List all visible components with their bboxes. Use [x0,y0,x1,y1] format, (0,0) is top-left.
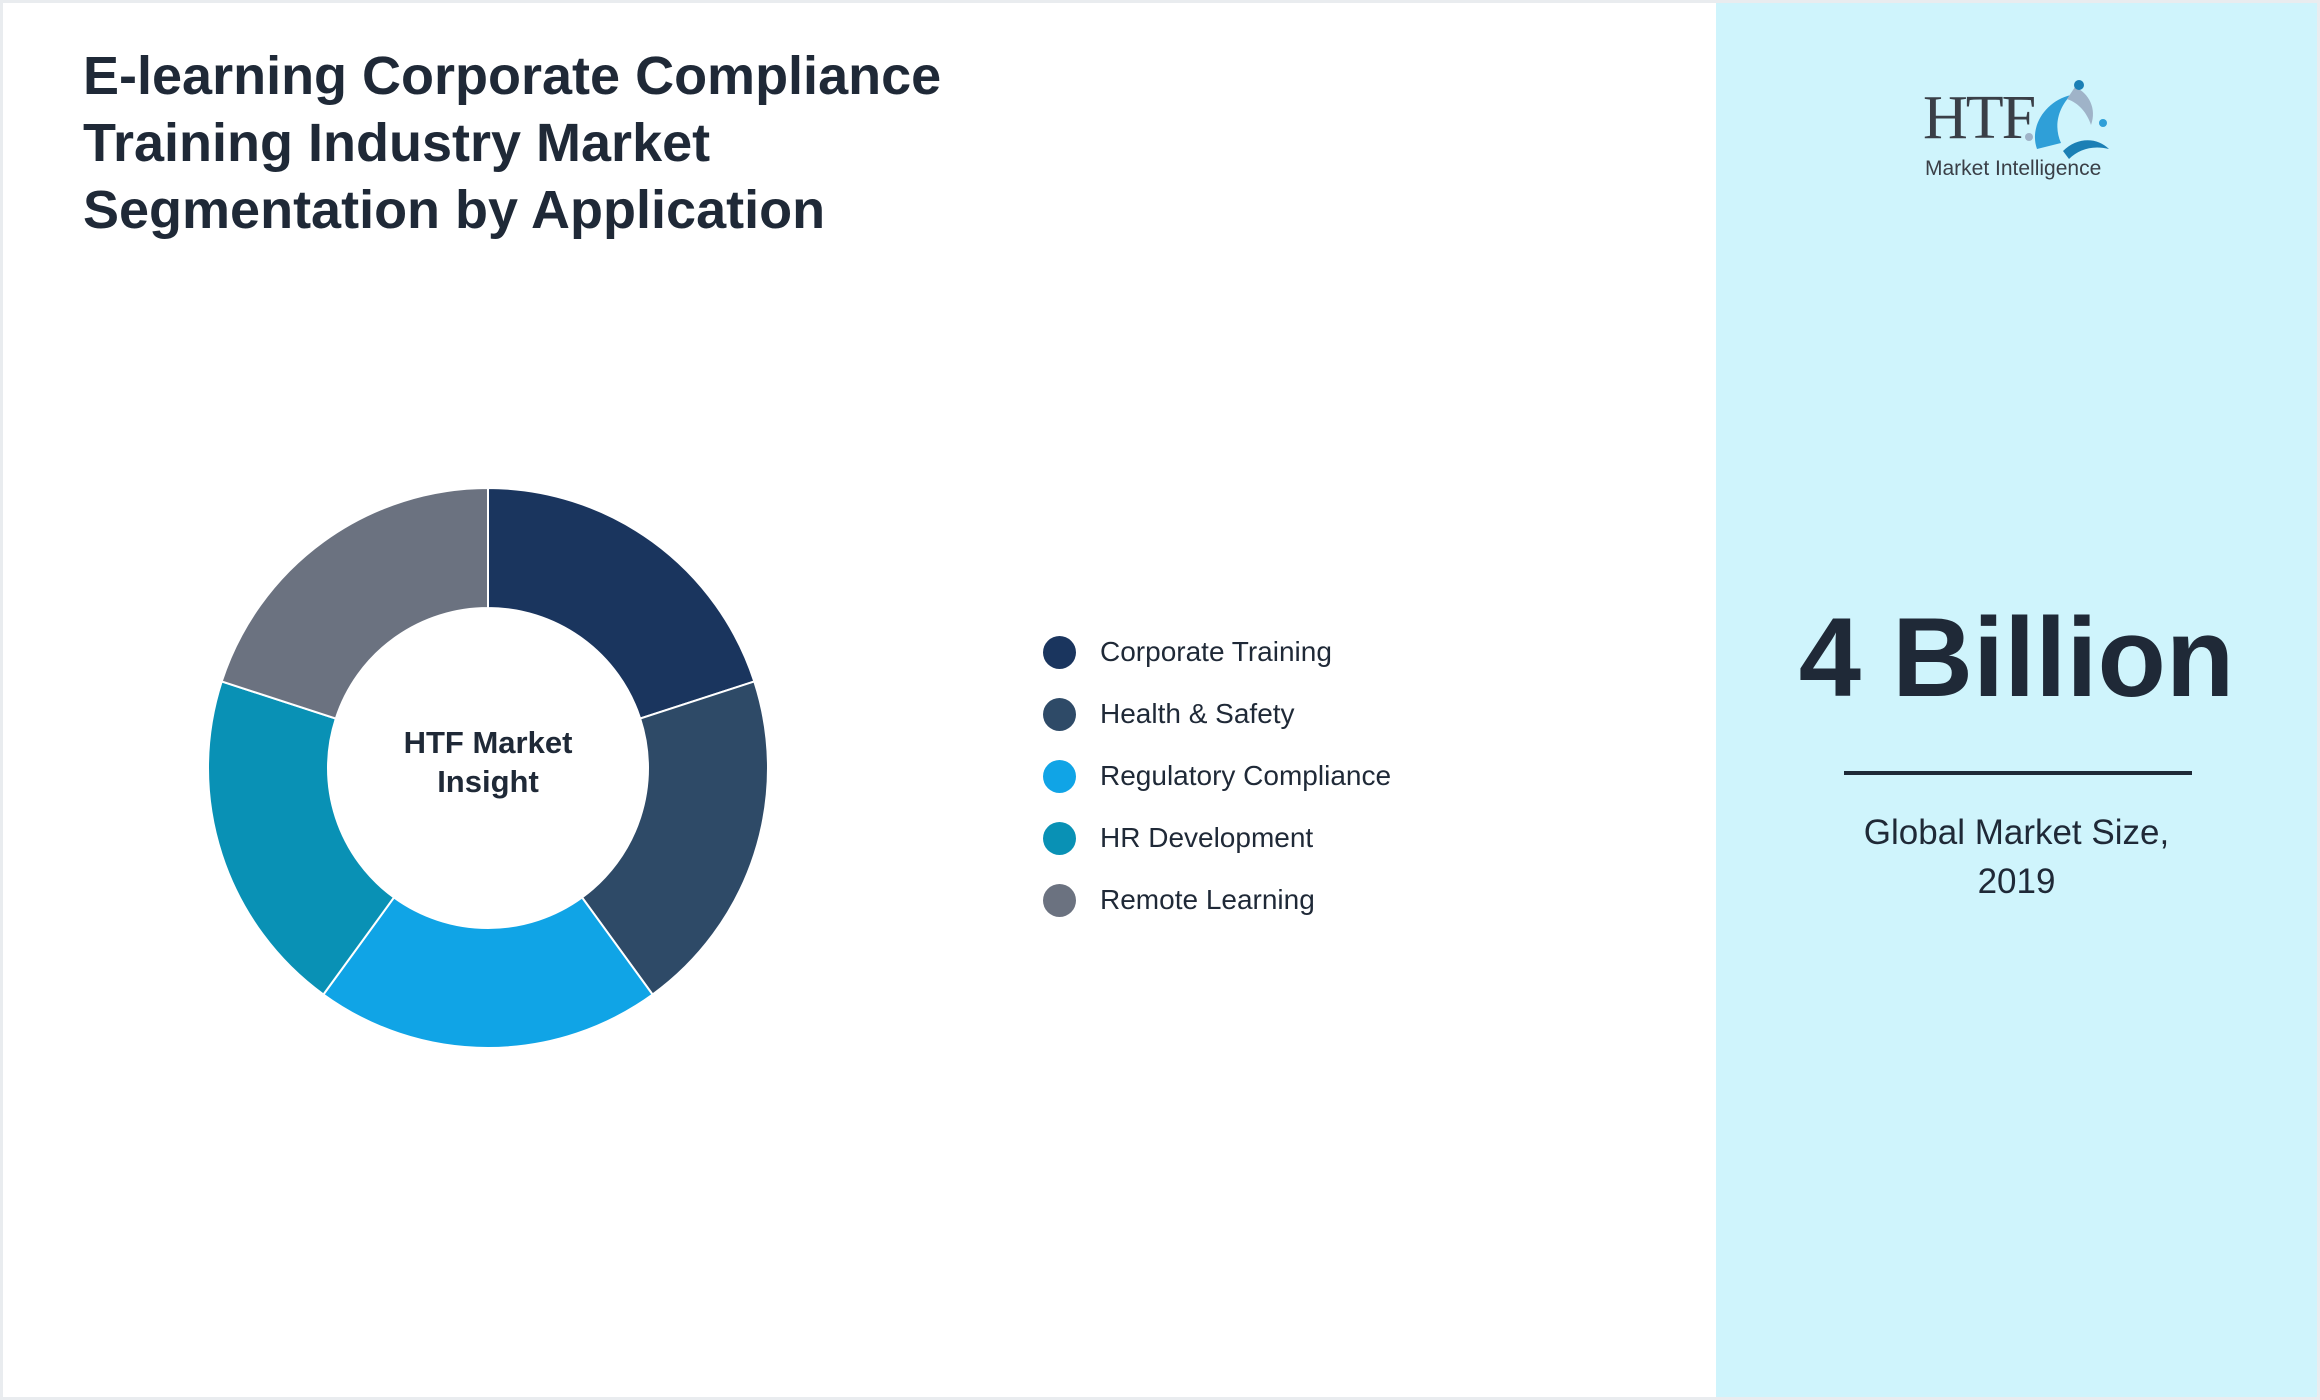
chart-panel: E-learning Corporate Compliance Training… [3,3,1716,1397]
page-frame: E-learning Corporate Compliance Training… [3,3,2317,1397]
legend-dot-icon [1043,883,1076,917]
donut-slice-corporate-training [487,486,756,720]
logo-swirl-icon [2025,80,2109,159]
logo-tagline: Market Intelligence [1925,157,2102,180]
chart-legend: Corporate Training Health & Safety Regulat… [1043,621,1663,931]
legend-label: Corporate Training [1100,636,1332,667]
legend-label: Regulatory Compliance [1100,760,1392,791]
legend-label: Health & Safety [1100,698,1295,729]
legend-item-corporate-training: Corporate Training [1043,621,1663,683]
donut-slice-regulatory-compliance [322,896,654,1050]
donut-slice-health-safety [580,680,769,996]
legend-item-regulatory-compliance: Regulatory Compliance [1043,745,1663,807]
donut-center-label: HTF Market Insight [403,725,573,799]
divider-line [1844,771,2192,775]
legend-item-health-safety: Health & Safety [1043,683,1663,745]
legend-dot-icon [1043,635,1076,669]
legend-dot-icon [1043,697,1076,731]
market-size-value: 4 Billion [1798,595,2235,720]
legend-label: HR Development [1100,822,1314,853]
page-title: E-learning Corporate Compliance Training… [83,46,942,240]
legend-label: Remote Learning [1100,884,1315,915]
htf-logo: HTF Market Intelligence [1911,73,2111,193]
legend-dot-icon [1043,821,1076,855]
summary-panel: HTF Market Intelligence 4 Billion Global… [1716,3,2317,1397]
market-size-caption: Global Market Size, 2019 [1863,813,2170,901]
donut-slice-remote-learning [220,486,489,720]
donut-chart [207,486,769,1050]
donut-slice-hr-development [207,680,396,996]
legend-dot-icon [1043,759,1076,793]
legend-item-hr-development: HR Development [1043,807,1663,869]
logo-letters: HTF [1923,84,2036,152]
legend-item-remote-learning: Remote Learning [1043,869,1663,931]
